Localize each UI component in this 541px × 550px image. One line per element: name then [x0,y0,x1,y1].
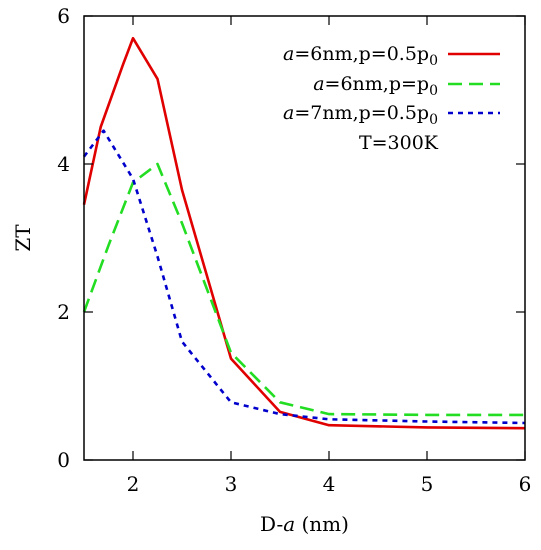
x-axis-label-unit: (nm) [295,512,349,536]
y-tick-label-0: 0 [57,448,70,472]
y-tick-label-3: 6 [57,4,70,28]
series-line-2 [82,129,526,425]
legend-label-var: a [283,43,294,65]
y-tick-label-1: 2 [57,300,70,324]
series-line-1 [82,162,525,417]
x-axis-label-var: a [283,512,295,536]
legend-label-sub: 0 [429,53,438,69]
series-layer [82,36,526,430]
series-line-0 [82,36,526,430]
legend-label-main: =6nm,p=0.5p [294,43,429,65]
ticks-layer: 2 3 4 5 6 0 2 4 6 [57,4,531,496]
x-tick-label-4: 6 [519,472,532,496]
legend-label-var: a [313,73,324,95]
x-axis-label: D-a (nm) [260,512,349,536]
x-tick-label-2: 4 [323,472,336,496]
legend-label-var: a [283,102,294,124]
legend-label-sub: 0 [429,83,438,99]
legend-label-main: =7nm,p=0.5p [294,102,429,124]
temperature-annotation: T=300K [359,132,439,154]
plot-frame [83,15,526,461]
x-axis-label-prefix: D- [260,512,283,536]
legend-label-sub: 0 [429,112,438,128]
legend-label-main: =6nm,p=p [325,73,430,95]
x-tick-label-0: 2 [127,472,140,496]
x-tick-label-1: 3 [225,472,238,496]
legend-label-0: a=6nm,p=0.5p0 [283,43,438,69]
y-axis-label: ZT [11,224,35,252]
legend-label-2: a=7nm,p=0.5p0 [283,102,438,128]
legend-label-1: a=6nm,p=p0 [313,73,438,99]
y-tick-label-2: 4 [57,152,70,176]
x-tick-label-3: 5 [421,472,434,496]
